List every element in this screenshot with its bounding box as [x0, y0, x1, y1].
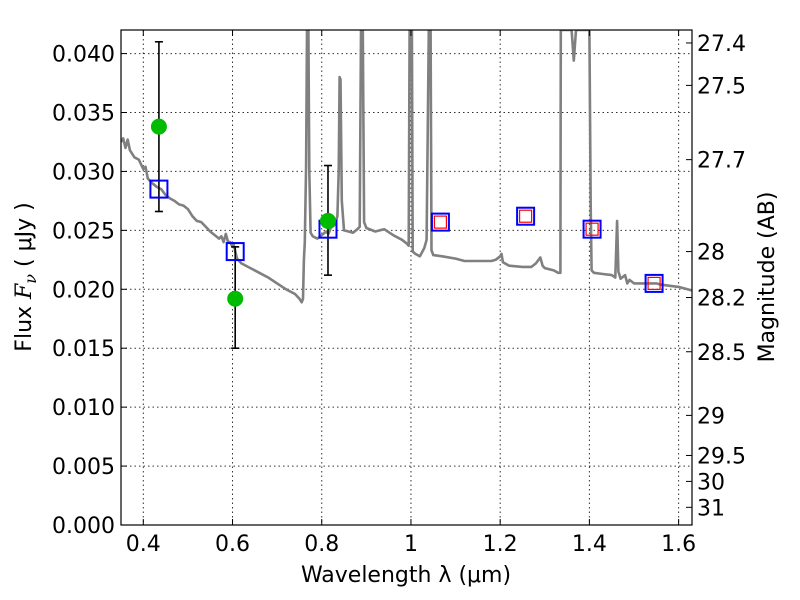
sed-model-line	[121, 30, 692, 304]
x-tick-label: 0.8	[304, 532, 339, 557]
predicted-photometry-square	[433, 215, 448, 229]
x-tick-label: 1.2	[483, 532, 518, 557]
mag-tick-label: 28	[697, 241, 725, 266]
tick-layer: 0.4 0.6 0.8 1 1.2 1.4 1.6 0.000 0.005 0.010 0.015 0…	[52, 30, 746, 557]
plot-frame	[120, 29, 693, 526]
y-tick-label: 0.015	[52, 337, 115, 362]
x-tick-label: 1.6	[661, 532, 696, 557]
mag-tick-label: 28.2	[697, 287, 746, 312]
x-tick-label: 1.4	[572, 532, 607, 557]
y-tick-label: 0.035	[52, 102, 115, 127]
model-photometry-square	[582, 219, 602, 239]
y-tick-label: 0.040	[52, 43, 115, 68]
grid-layer	[121, 30, 692, 526]
mag-tick-label: 30	[697, 470, 725, 495]
mag-tick-label: 27.7	[697, 149, 746, 174]
y-tick-label: 0.010	[52, 396, 115, 421]
mag-tick-label: 28.5	[697, 341, 746, 366]
mag-tick-label: 29.5	[697, 444, 746, 469]
y-tick-label: 0.020	[52, 278, 115, 303]
y-tick-label: 0.000	[52, 514, 115, 539]
mag-tick-label: 29	[697, 404, 725, 429]
mag-tick-label: 31	[697, 496, 725, 521]
x-axis-label: Wavelength λ (μm)	[301, 563, 511, 588]
observed-photometry-point	[227, 290, 244, 307]
predicted-photometry-square	[519, 209, 533, 223]
predicted-photometry-square	[647, 276, 661, 290]
observed-photometry-point	[150, 118, 167, 135]
x-tick-label: 0.6	[215, 532, 250, 557]
y-tick-label: 0.025	[52, 219, 115, 244]
y-tick-label: 0.030	[52, 160, 115, 185]
y-tick-label: 0.005	[52, 455, 115, 480]
model-photometry-square	[225, 242, 245, 262]
model-photometry-square	[516, 206, 536, 226]
mag-tick-label: 27.5	[697, 74, 746, 99]
y-axis-label: Flux Fν ( μJy )	[12, 202, 40, 351]
plot-layer	[121, 30, 692, 350]
predicted-photometry-square	[585, 222, 599, 236]
model-photometry-square	[644, 273, 664, 293]
x-tick-label: 1	[404, 532, 418, 557]
observed-photometry-point	[319, 212, 336, 229]
model-photometry-square	[149, 179, 169, 199]
y2-axis-label: Magnitude (AB)	[755, 192, 780, 363]
x-tick-label: 0.4	[126, 532, 161, 557]
model-photometry-square	[430, 212, 450, 232]
mag-tick-label: 27.4	[697, 32, 746, 57]
